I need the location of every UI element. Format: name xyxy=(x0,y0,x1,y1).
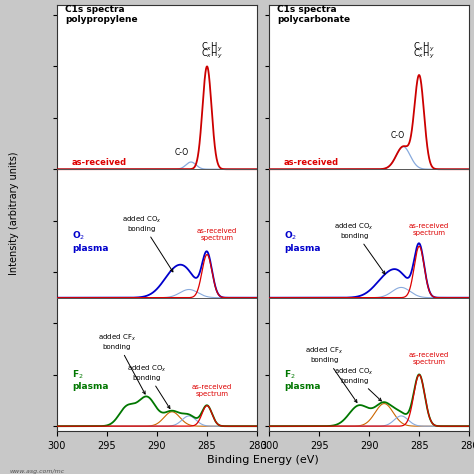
Text: added CF$_x$
bonding: added CF$_x$ bonding xyxy=(98,333,145,394)
Text: C-O: C-O xyxy=(175,148,189,157)
Text: added CO$_x$
bonding: added CO$_x$ bonding xyxy=(334,367,382,401)
Text: as-received
spectrum: as-received spectrum xyxy=(197,228,237,241)
Text: as-received
spectrum: as-received spectrum xyxy=(409,223,449,236)
Text: as-received
spectrum: as-received spectrum xyxy=(409,352,449,365)
Text: C1s spectra
polycarbonate: C1s spectra polycarbonate xyxy=(277,5,350,24)
Text: added CO$_x$
bonding: added CO$_x$ bonding xyxy=(122,215,173,272)
Text: C-O: C-O xyxy=(390,131,404,140)
Text: Binding Energy (eV): Binding Energy (eV) xyxy=(207,455,319,465)
Text: C$_x$H$_y$: C$_x$H$_y$ xyxy=(413,47,435,61)
Text: C$_x$H$_y$: C$_x$H$_y$ xyxy=(201,41,223,54)
Text: as-received
spectrum: as-received spectrum xyxy=(192,384,232,397)
Text: Intensity (arbitrary units): Intensity (arbitrary units) xyxy=(9,152,19,275)
Text: added CO$_x$
bonding: added CO$_x$ bonding xyxy=(127,364,170,409)
Text: F$_2$
plasma: F$_2$ plasma xyxy=(284,368,320,392)
Text: as-received: as-received xyxy=(284,158,339,167)
Text: C$_x$H$_y$: C$_x$H$_y$ xyxy=(201,47,223,61)
Text: O$_2$
plasma: O$_2$ plasma xyxy=(72,230,109,253)
Text: as-received: as-received xyxy=(72,158,127,167)
Text: C$_x$H$_y$: C$_x$H$_y$ xyxy=(413,41,435,54)
Text: F$_2$
plasma: F$_2$ plasma xyxy=(72,368,109,392)
Text: added CO$_x$
bonding: added CO$_x$ bonding xyxy=(334,222,385,274)
Text: O$_2$
plasma: O$_2$ plasma xyxy=(284,230,320,253)
Text: added CF$_x$
bonding: added CF$_x$ bonding xyxy=(305,346,357,402)
Text: C1s spectra
polypropylene: C1s spectra polypropylene xyxy=(65,5,137,24)
Text: www.asg.com/mc: www.asg.com/mc xyxy=(9,468,64,474)
